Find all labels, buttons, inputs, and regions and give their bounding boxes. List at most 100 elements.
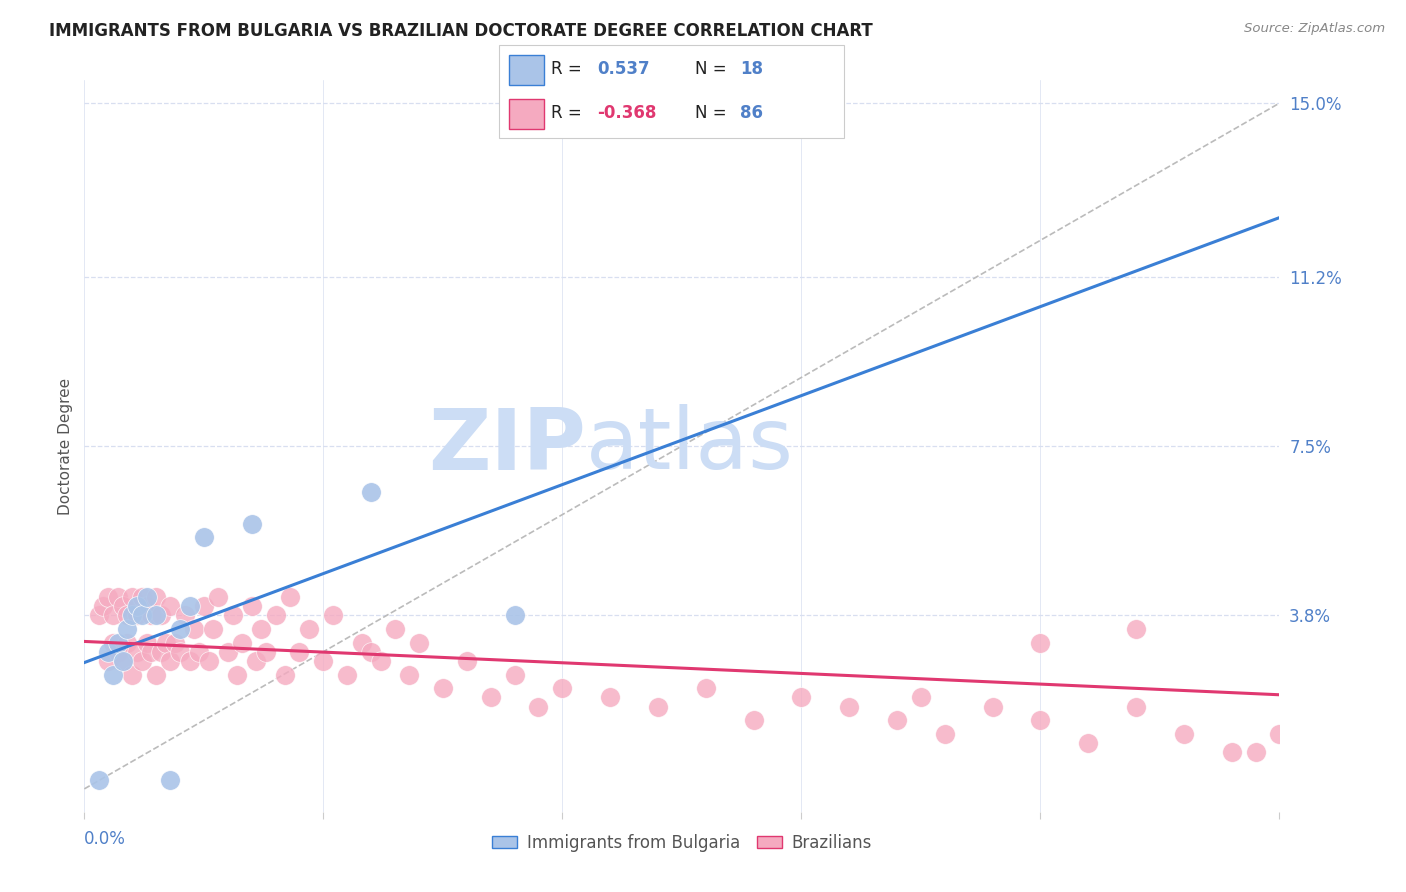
Point [141, 645, 163, 659]
Point [278, 590, 301, 604]
Point [456, 654, 478, 668]
Point [87, 772, 110, 787]
Point [193, 599, 215, 613]
Point [188, 645, 211, 659]
Point [107, 590, 129, 604]
Point [131, 654, 153, 668]
Point [179, 654, 201, 668]
Text: N =: N = [696, 104, 733, 122]
Point [360, 645, 382, 659]
Point [145, 608, 167, 623]
Point [1173, 727, 1195, 741]
Point [336, 667, 359, 681]
Point [398, 667, 420, 681]
Point [101, 635, 124, 649]
Point [202, 622, 225, 636]
Point [240, 516, 263, 531]
Point [360, 484, 382, 499]
Point [231, 635, 253, 649]
Point [155, 635, 177, 649]
Text: atlas: atlas [586, 404, 794, 488]
Point [350, 635, 373, 649]
Text: N =: N = [696, 60, 733, 78]
Point [527, 699, 550, 714]
Point [264, 608, 287, 623]
FancyBboxPatch shape [509, 55, 544, 85]
Point [790, 690, 813, 705]
Point [298, 622, 321, 636]
Point [135, 599, 157, 613]
Point [217, 645, 239, 659]
Point [107, 645, 129, 659]
Text: R =: R = [551, 104, 586, 122]
Point [322, 608, 344, 623]
Point [1268, 727, 1291, 741]
Point [159, 772, 181, 787]
Point [97, 590, 120, 604]
Point [107, 635, 129, 649]
FancyBboxPatch shape [499, 45, 844, 138]
Point [145, 667, 167, 681]
Point [121, 608, 143, 623]
Point [432, 681, 454, 696]
Point [384, 622, 406, 636]
Point [159, 654, 181, 668]
Point [125, 599, 148, 613]
Point [695, 681, 717, 696]
Point [1125, 699, 1147, 714]
Point [647, 699, 669, 714]
Point [97, 654, 120, 668]
Point [173, 608, 195, 623]
Point [312, 654, 335, 668]
Point [1077, 736, 1099, 750]
Point [141, 608, 163, 623]
Point [179, 599, 201, 613]
Point [117, 622, 139, 636]
Point [551, 681, 574, 696]
Point [111, 599, 134, 613]
Point [111, 654, 134, 668]
Point [159, 599, 181, 613]
Point [101, 667, 124, 681]
Point [121, 590, 143, 604]
Point [250, 622, 273, 636]
Point [1029, 635, 1052, 649]
Point [87, 608, 110, 623]
Point [503, 608, 526, 623]
Point [121, 667, 143, 681]
Point [149, 608, 172, 623]
Point [117, 635, 139, 649]
Point [599, 690, 621, 705]
Point [125, 608, 148, 623]
Point [149, 645, 172, 659]
Text: Source: ZipAtlas.com: Source: ZipAtlas.com [1244, 22, 1385, 36]
Text: 0.537: 0.537 [598, 60, 650, 78]
Point [117, 608, 139, 623]
Y-axis label: Doctorate Degree: Doctorate Degree [58, 377, 73, 515]
Point [1125, 622, 1147, 636]
Point [111, 654, 134, 668]
Point [934, 727, 956, 741]
FancyBboxPatch shape [509, 99, 544, 129]
Point [981, 699, 1004, 714]
Text: 0.0%: 0.0% [84, 830, 127, 848]
Point [254, 645, 277, 659]
Point [886, 714, 908, 728]
Point [910, 690, 932, 705]
Point [1220, 745, 1243, 759]
Point [169, 645, 191, 659]
Point [165, 635, 187, 649]
Point [226, 667, 249, 681]
Point [838, 699, 860, 714]
Point [288, 645, 311, 659]
Point [221, 608, 243, 623]
Point [370, 654, 392, 668]
Text: -0.368: -0.368 [598, 104, 657, 122]
Point [145, 590, 167, 604]
Point [245, 654, 267, 668]
Point [193, 530, 215, 544]
Point [408, 635, 430, 649]
Point [169, 622, 191, 636]
Text: 18: 18 [741, 60, 763, 78]
Point [742, 714, 765, 728]
